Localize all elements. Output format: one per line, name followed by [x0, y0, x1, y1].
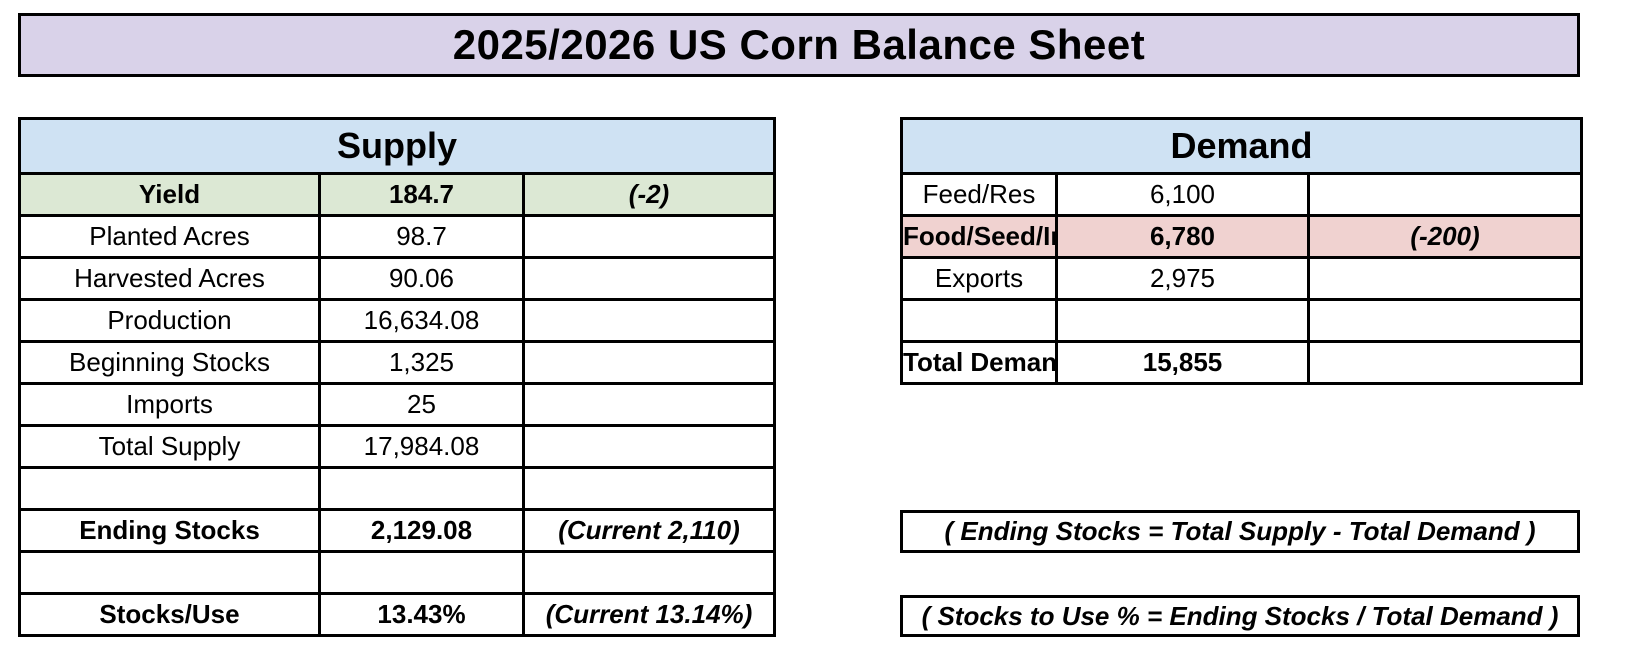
demand-row-exports: Exports 2,975	[900, 256, 1583, 301]
supply-row-blank-2	[18, 550, 777, 595]
cell-label[interactable]: Food/Seed/Ind	[900, 214, 1058, 259]
stocks-to-use-formula-note[interactable]: ( Stocks to Use % = Ending Stocks / Tota…	[900, 595, 1580, 637]
supply-header-row: Supply	[17, 117, 777, 175]
supply-row-production: Production 16,634.08	[18, 298, 777, 343]
cell-label[interactable]: Beginning Stocks	[18, 340, 321, 385]
cell-label[interactable]	[18, 466, 321, 511]
cell-note[interactable]	[1307, 256, 1583, 301]
demand-row-blank	[900, 298, 1583, 343]
cell-value[interactable]	[318, 466, 525, 511]
cell-value[interactable]: 98.7	[318, 214, 525, 259]
cell-value[interactable]: 6,100	[1055, 172, 1310, 217]
demand-row-total-demand: Total Demand 15,855	[900, 340, 1583, 385]
cell-note[interactable]	[521, 298, 777, 343]
cell-note[interactable]	[521, 466, 777, 511]
cell-label[interactable]: Harvested Acres	[18, 256, 321, 301]
cell-value[interactable]: 16,634.08	[318, 298, 525, 343]
cell-value[interactable]: 17,984.08	[318, 424, 525, 469]
cell-label[interactable]: Planted Acres	[18, 214, 321, 259]
cell-label[interactable]: Total Supply	[18, 424, 321, 469]
cell-label[interactable]: Stocks/Use	[18, 592, 321, 637]
cell-note[interactable]	[521, 550, 777, 595]
cell-value[interactable]: 25	[318, 382, 525, 427]
supply-table: Supply Yield 184.7 (-2) Planted Acres 98…	[17, 117, 777, 637]
cell-note[interactable]	[521, 340, 777, 385]
cell-note[interactable]: (Current 13.14%)	[521, 592, 777, 637]
supply-row-beginning-stocks: Beginning Stocks 1,325	[18, 340, 777, 385]
cell-label[interactable]	[900, 298, 1058, 343]
cell-label[interactable]: Imports	[18, 382, 321, 427]
supply-row-total-supply: Total Supply 17,984.08	[18, 424, 777, 469]
supply-row-stocks-use: Stocks/Use 13.43% (Current 13.14%)	[18, 592, 777, 637]
supply-row-blank-1	[18, 466, 777, 511]
sheet-title[interactable]: 2025/2026 US Corn Balance Sheet	[18, 13, 1580, 77]
cell-label[interactable]: Total Demand	[900, 340, 1058, 385]
cell-value[interactable]: 2,975	[1055, 256, 1310, 301]
cell-value[interactable]: 6,780	[1055, 214, 1310, 259]
cell-label[interactable]: Ending Stocks	[18, 508, 321, 553]
cell-note[interactable]	[521, 382, 777, 427]
cell-value[interactable]: 13.43%	[318, 592, 525, 637]
demand-table: Demand Feed/Res 6,100 Food/Seed/Ind 6,78…	[900, 117, 1583, 385]
cell-value[interactable]: 1,325	[318, 340, 525, 385]
cell-note[interactable]: (Current 2,110)	[521, 508, 777, 553]
cell-label[interactable]	[18, 550, 321, 595]
supply-row-imports: Imports 25	[18, 382, 777, 427]
supply-row-harvested-acres: Harvested Acres 90.06	[18, 256, 777, 301]
cell-value[interactable]: 15,855	[1055, 340, 1310, 385]
cell-note[interactable]	[1307, 298, 1583, 343]
cell-note[interactable]	[1307, 340, 1583, 385]
cell-value[interactable]: 90.06	[318, 256, 525, 301]
demand-row-feed-res: Feed/Res 6,100	[900, 172, 1583, 217]
demand-header-cell[interactable]: Demand	[900, 117, 1583, 175]
supply-row-ending-stocks: Ending Stocks 2,129.08 (Current 2,110)	[18, 508, 777, 553]
cell-value[interactable]	[318, 550, 525, 595]
cell-value[interactable]	[1055, 298, 1310, 343]
cell-label[interactable]: Yield	[18, 172, 321, 217]
cell-note[interactable]	[521, 424, 777, 469]
cell-note[interactable]: (-2)	[521, 172, 777, 217]
cell-value[interactable]: 184.7	[318, 172, 525, 217]
cell-note[interactable]: (-200)	[1307, 214, 1583, 259]
supply-row-yield: Yield 184.7 (-2)	[18, 172, 777, 217]
supply-row-planted-acres: Planted Acres 98.7	[18, 214, 777, 259]
cell-label[interactable]: Feed/Res	[900, 172, 1058, 217]
demand-row-food-seed-ind: Food/Seed/Ind 6,780 (-200)	[900, 214, 1583, 259]
cell-label[interactable]: Exports	[900, 256, 1058, 301]
supply-header-cell[interactable]: Supply	[17, 117, 777, 175]
ending-stocks-formula-note[interactable]: ( Ending Stocks = Total Supply - Total D…	[900, 510, 1580, 553]
cell-note[interactable]	[1307, 172, 1583, 217]
cell-note[interactable]	[521, 256, 777, 301]
cell-value[interactable]: 2,129.08	[318, 508, 525, 553]
cell-note[interactable]	[521, 214, 777, 259]
cell-label[interactable]: Production	[18, 298, 321, 343]
demand-header-row: Demand	[900, 117, 1583, 175]
